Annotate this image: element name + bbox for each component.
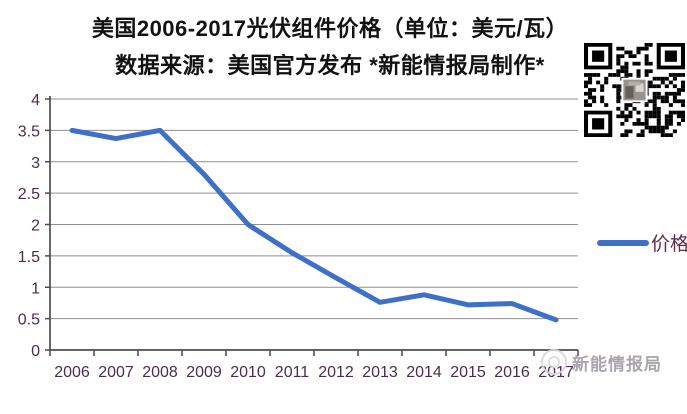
svg-text:2.5: 2.5 xyxy=(18,186,40,203)
svg-text:2011: 2011 xyxy=(275,364,310,381)
svg-text:2007: 2007 xyxy=(98,364,134,381)
svg-text:3.5: 3.5 xyxy=(18,123,40,140)
svg-text:4: 4 xyxy=(31,92,40,109)
svg-text:2008: 2008 xyxy=(142,364,178,381)
svg-text:0: 0 xyxy=(31,343,40,360)
svg-text:3: 3 xyxy=(31,155,40,172)
svg-text:2014: 2014 xyxy=(406,364,442,381)
svg-text:2015: 2015 xyxy=(450,364,486,381)
chart-title-block: 美国2006-2017光伏组件价格（单位：美元/瓦） 数据来源：美国官方发布 *… xyxy=(0,10,660,84)
watermark-text: 新能情报局 xyxy=(572,354,662,374)
svg-text:0.5: 0.5 xyxy=(18,312,40,329)
watermark: 新能情报局 xyxy=(541,349,662,375)
chart-subtitle: 数据来源：美国官方发布 *新能情报局制作* xyxy=(115,53,545,78)
chart-title: 美国2006-2017光伏组件价格（单位：美元/瓦） xyxy=(91,16,569,41)
svg-text:1: 1 xyxy=(31,280,40,297)
qr-code-icon xyxy=(584,43,685,137)
svg-text:2009: 2009 xyxy=(186,364,222,381)
svg-text:2012: 2012 xyxy=(318,364,354,381)
svg-text:2010: 2010 xyxy=(230,364,266,381)
svg-text:2013: 2013 xyxy=(362,364,398,381)
svg-text:2: 2 xyxy=(31,218,40,235)
svg-text:2016: 2016 xyxy=(494,364,530,381)
svg-text:1.5: 1.5 xyxy=(18,249,40,266)
svg-text:价格: 价格 xyxy=(651,233,687,255)
compass-logo-icon xyxy=(541,349,567,375)
svg-text:2006: 2006 xyxy=(54,364,90,381)
